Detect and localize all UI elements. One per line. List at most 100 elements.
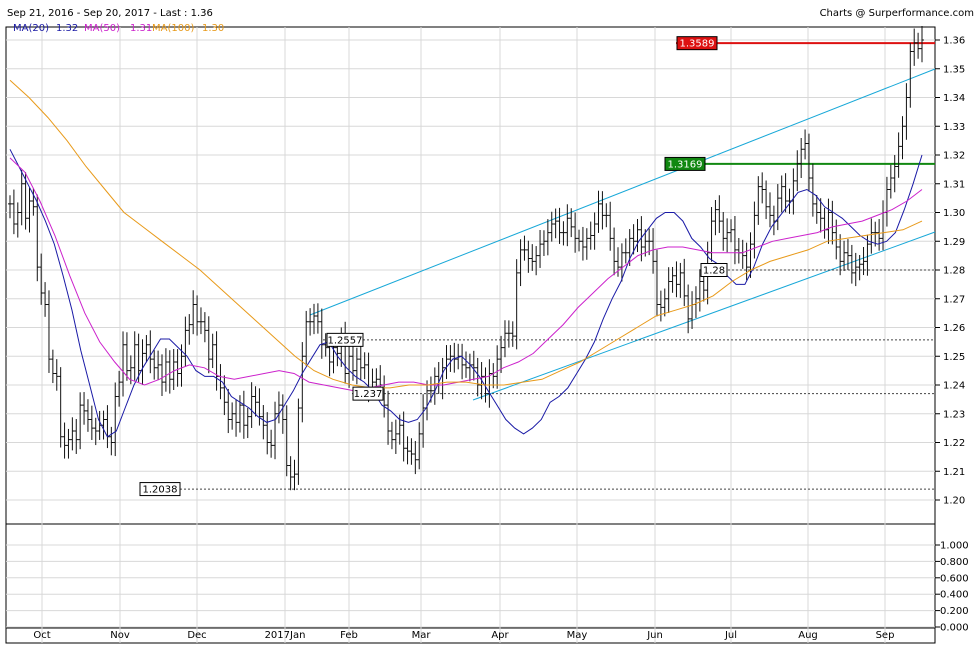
level-callout: 1.2557 — [326, 332, 364, 347]
price-bar — [78, 392, 83, 450]
lower-tick-label: 0.800 — [940, 557, 969, 568]
price-bar — [713, 199, 718, 236]
price-bar — [647, 228, 652, 256]
price-bar — [806, 133, 811, 192]
price-bar — [448, 345, 453, 372]
price-bar — [877, 219, 882, 251]
price-bar — [487, 359, 492, 408]
price-bar — [230, 402, 235, 430]
price-bar — [803, 129, 808, 160]
price-bar — [413, 440, 418, 475]
y-tick-label: 1.22 — [943, 438, 965, 449]
x-tick-label: Aug — [798, 630, 818, 641]
ma-line-0 — [9, 149, 923, 438]
level-callout: 1.28 — [700, 263, 728, 277]
price-bar — [15, 202, 20, 238]
price-bar — [58, 367, 63, 448]
price-bar — [171, 349, 176, 390]
price-bar — [226, 388, 231, 434]
price-bar — [838, 234, 843, 276]
price-bar — [257, 388, 262, 426]
y-tick-label: 1.35 — [943, 64, 965, 75]
price-bar — [752, 201, 757, 259]
level-callout-box — [352, 386, 384, 401]
price-bar — [565, 204, 570, 247]
price-bar — [237, 395, 242, 433]
price-bar — [113, 382, 118, 457]
upper-channel-line — [309, 68, 936, 316]
lower-tick-label: 0.200 — [940, 606, 969, 617]
lower-channel-line — [472, 231, 936, 401]
price-bar — [678, 262, 683, 298]
price-bar — [265, 412, 270, 455]
price-bar — [284, 405, 289, 477]
price-bar — [725, 218, 730, 253]
price-bar — [39, 253, 44, 305]
price-bar — [93, 417, 98, 446]
price-bar — [600, 191, 605, 230]
lower-tick-label: 0.400 — [940, 590, 969, 601]
level-callout-box — [139, 482, 181, 497]
price-bar — [401, 411, 406, 462]
price-bar — [167, 350, 172, 394]
price-bar — [452, 342, 457, 373]
y-tick-label: 1.29 — [943, 237, 965, 248]
price-bar — [417, 422, 422, 470]
price-bar — [124, 332, 129, 381]
x-tick-label: Dec — [187, 630, 206, 641]
price-bar — [121, 331, 126, 397]
price-bar — [253, 386, 258, 417]
price-bar — [530, 244, 535, 271]
price-bar — [768, 192, 772, 228]
source-credit: Charts @ Surperformance.com — [820, 8, 974, 19]
price-bar — [721, 212, 726, 251]
date-range-header: Sep 21, 2016 - Sep 20, 2017 - Last : 1.3… — [7, 8, 213, 19]
price-bar — [202, 312, 207, 343]
y-tick-label: 1.21 — [943, 467, 965, 478]
price-bar — [908, 42, 913, 108]
price-bar — [549, 211, 554, 242]
x-tick-label: Nov — [110, 630, 130, 641]
price-bar — [541, 230, 546, 256]
price-bar — [623, 238, 628, 264]
price-bar — [573, 212, 578, 253]
price-bar — [245, 407, 250, 439]
price-bar — [495, 345, 500, 389]
price-bar — [214, 331, 219, 391]
price-bar — [818, 198, 823, 233]
y-tick-label: 1.24 — [943, 381, 965, 392]
x-tick-label: Oct — [33, 630, 50, 641]
price-bar — [892, 155, 897, 193]
ma100-legend-label: MA(100) — [152, 23, 194, 34]
level-callout-box — [326, 332, 364, 347]
price-bar — [514, 259, 519, 350]
ma-line-2 — [9, 79, 923, 389]
price-bar — [23, 172, 28, 230]
price-bar — [296, 398, 301, 485]
price-bar — [464, 351, 468, 378]
price-bar — [596, 190, 601, 233]
resistance-callout-text: 1.3589 — [680, 39, 715, 50]
price-bar — [522, 235, 527, 261]
price-bar — [347, 346, 352, 388]
price-bar — [82, 392, 87, 425]
y-tick-label: 1.32 — [943, 151, 965, 162]
ma50-legend-value: 1.31 — [130, 23, 152, 34]
price-bar — [11, 189, 16, 235]
x-tick-label: Jul — [724, 630, 737, 641]
price-bar — [510, 321, 515, 347]
price-bar — [421, 394, 426, 448]
price-bar — [269, 429, 274, 458]
price-bar — [304, 310, 309, 366]
price-bar — [616, 247, 620, 277]
price-bar — [861, 247, 866, 276]
price-bar — [31, 188, 36, 216]
price-bar — [588, 221, 593, 250]
price-bar — [577, 229, 582, 252]
price-bar — [896, 132, 901, 178]
price-bar — [210, 333, 215, 369]
price-bar — [666, 267, 671, 313]
price-bar — [409, 438, 414, 465]
price-bar — [849, 244, 854, 284]
price-bar — [830, 200, 835, 245]
